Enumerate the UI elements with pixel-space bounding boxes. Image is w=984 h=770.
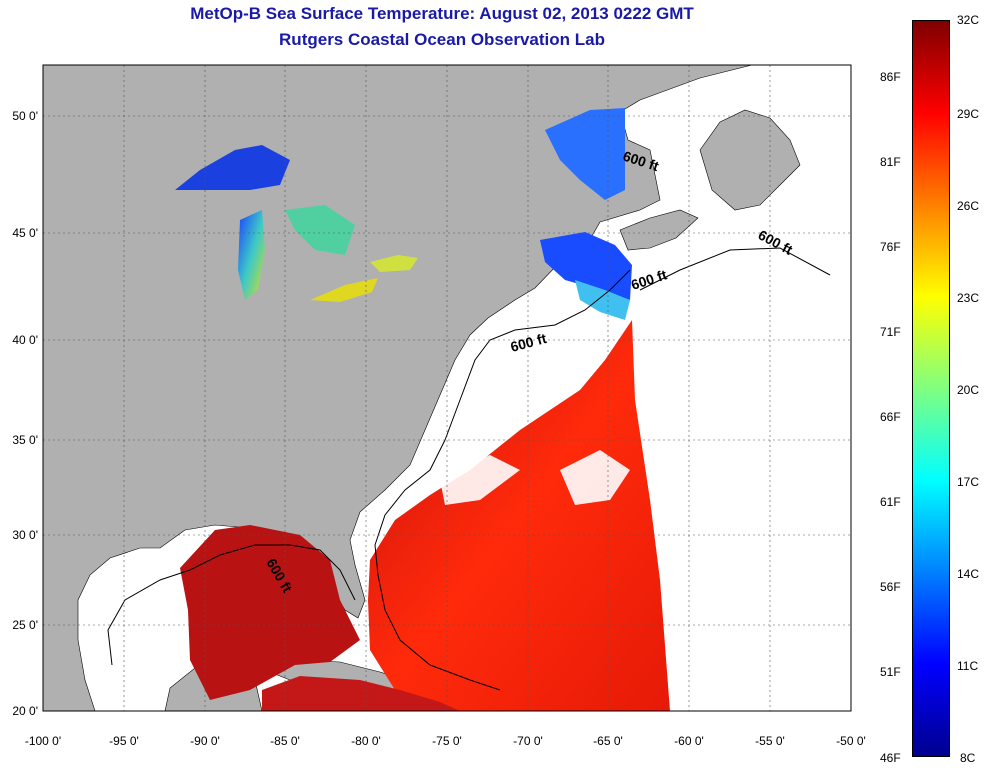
lat-label: 30 0' xyxy=(12,528,38,542)
lon-label: -60 0' xyxy=(674,734,704,748)
lat-label: 20 0' xyxy=(12,704,38,718)
contour-600ft-north xyxy=(639,247,831,291)
lake-erie xyxy=(310,278,378,302)
sst-caribbean xyxy=(262,676,460,711)
fahrenheit-label: 61F xyxy=(880,495,901,509)
celsius-label: 23C xyxy=(957,291,980,305)
lon-label: -95 0' xyxy=(109,734,139,748)
celsius-label: 8C xyxy=(960,751,976,765)
lon-label: -50 0' xyxy=(836,734,866,748)
lake-huron xyxy=(285,205,355,255)
lon-label: -75 0' xyxy=(432,734,462,748)
lat-label: 35 0' xyxy=(12,433,38,447)
map-subtitle: Rutgers Coastal Ocean Observation Lab xyxy=(279,30,605,49)
fahrenheit-label: 56F xyxy=(880,580,901,594)
lat-label: 50 0' xyxy=(12,109,38,123)
fahrenheit-label: 81F xyxy=(880,155,901,169)
lake-superior xyxy=(175,145,290,190)
sst-st-lawrence xyxy=(545,108,625,200)
lake-michigan xyxy=(238,210,265,300)
land-newfoundland xyxy=(699,109,801,211)
lat-label: 45 0' xyxy=(12,226,38,240)
fahrenheit-label: 71F xyxy=(880,325,901,339)
land-nova-scotia xyxy=(619,209,699,251)
lake-ontario xyxy=(370,255,418,272)
fahrenheit-label: 76F xyxy=(880,240,901,254)
lon-label: -55 0' xyxy=(755,734,785,748)
land-north-america xyxy=(43,65,753,711)
lon-label: -90 0' xyxy=(190,734,220,748)
cloud-gap xyxy=(560,450,630,505)
lon-label: -85 0' xyxy=(270,734,300,748)
contour-600ft xyxy=(374,269,631,691)
sst-gulf-of-maine-warm xyxy=(575,280,630,320)
lat-label: 25 0' xyxy=(12,618,38,632)
lon-label: -100 0' xyxy=(25,734,61,748)
lat-label: 40 0' xyxy=(12,333,38,347)
sst-gulf-of-maine xyxy=(540,232,632,300)
fahrenheit-label: 86F xyxy=(880,70,901,84)
celsius-label: 14C xyxy=(957,567,980,581)
lon-label: -80 0' xyxy=(351,734,381,748)
latitude-labels: 50 0' 45 0' 40 0' 35 0' 30 0' 25 0' 20 0… xyxy=(12,109,38,718)
celsius-label: 29C xyxy=(957,107,980,121)
sst-atlantic xyxy=(368,320,670,711)
colorbar xyxy=(912,20,950,757)
map-frame xyxy=(42,64,852,712)
fahrenheit-label: 46F xyxy=(880,751,901,765)
lon-label: -70 0' xyxy=(513,734,543,748)
map-title: MetOp-B Sea Surface Temperature: August … xyxy=(190,4,694,23)
celsius-label: 17C xyxy=(957,475,980,489)
celsius-label: 26C xyxy=(957,199,980,213)
celsius-label: 32C xyxy=(957,13,980,27)
cloud-gap xyxy=(440,455,520,505)
celsius-label: 11C xyxy=(957,659,979,673)
contour-600ft-gulf xyxy=(107,544,356,666)
fahrenheit-label: 66F xyxy=(880,410,901,424)
longitude-labels: -100 0' -95 0' -90 0' -85 0' -80 0' -75 … xyxy=(25,734,866,748)
celsius-label: 20C xyxy=(957,383,980,397)
sst-gulf xyxy=(180,525,360,700)
fahrenheit-label: 51F xyxy=(880,665,901,679)
lon-label: -65 0' xyxy=(593,734,623,748)
